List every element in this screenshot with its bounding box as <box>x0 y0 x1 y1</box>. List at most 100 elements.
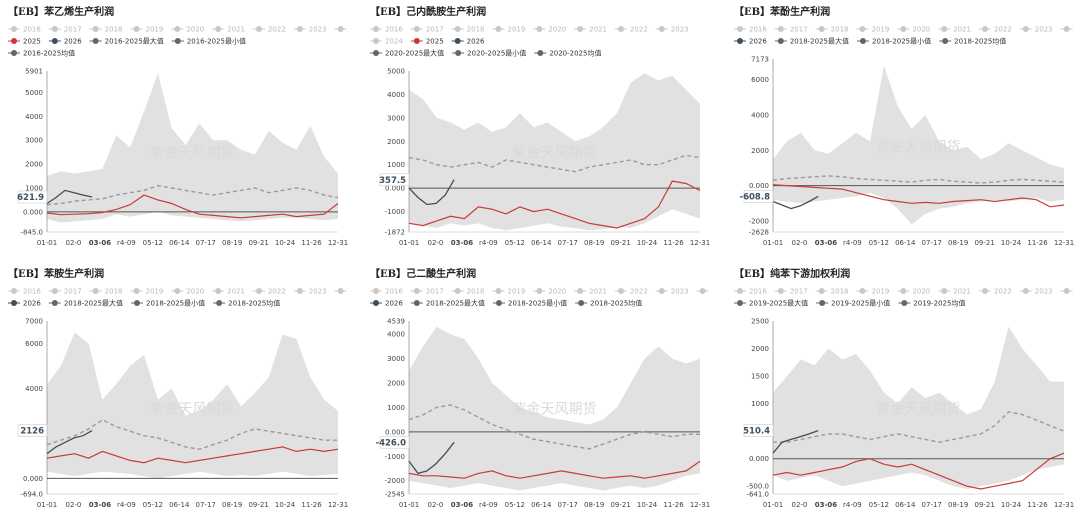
x-tick-label: 02-0 <box>428 501 444 509</box>
legend-label: 2016 <box>23 288 41 296</box>
legend-swatch-dot <box>658 288 665 294</box>
legend-swatch-dot <box>413 26 420 32</box>
y-tick-label: 4539 <box>387 318 405 326</box>
y-tick-label: 4000 <box>751 112 769 120</box>
last-value-label: 510.4 <box>743 427 770 437</box>
legend-label: 2020 <box>186 288 204 296</box>
legend-label: 2020 <box>548 26 566 34</box>
legend-label: 2020 <box>912 288 930 296</box>
x-tick-label: 01-01 <box>37 239 57 247</box>
legend-label: 2016 <box>385 288 403 296</box>
x-tick-label: 11-26 <box>301 501 322 509</box>
legend-label: 2020-2025最大值 <box>385 49 444 58</box>
y-tick-label: 2000 <box>25 161 43 169</box>
series-line-2026 <box>408 179 455 206</box>
x-tick-label: 08-19 <box>948 239 968 247</box>
x-tick-label: 11-26 <box>301 239 322 247</box>
x-tick-label: 12-31 <box>328 501 348 509</box>
legend-swatch-dot <box>658 26 665 32</box>
legend-label: 2022 <box>994 288 1012 296</box>
legend-swatch-dot <box>617 26 624 32</box>
legend-label: 2018 <box>105 288 123 296</box>
legend-label: 2026 <box>749 38 767 46</box>
legend-swatch-dot <box>174 26 181 32</box>
series-line-2026 <box>772 429 819 454</box>
legend-label: 2022 <box>630 288 648 296</box>
legend-swatch-dot <box>413 300 420 306</box>
series-line-2025 <box>772 184 1065 208</box>
y-tick-label: 7000 <box>25 318 43 326</box>
legend-label: 2017 <box>426 288 444 296</box>
legend-swatch-dot <box>11 26 17 32</box>
y-tick-label: 3000 <box>387 114 405 122</box>
legend-swatch-dot <box>495 288 502 294</box>
watermark: 紫金天风期货 <box>151 401 235 418</box>
watermark: 紫金天风期货 <box>877 401 961 418</box>
x-tick-label: 09-21 <box>610 501 630 509</box>
legend-label: 2016 <box>749 26 767 34</box>
legend-label: 2023 <box>671 26 689 34</box>
y-tick-label: 1000 <box>387 161 405 169</box>
y-tick-label: 2000 <box>387 380 405 388</box>
legend-swatch-dot <box>859 288 866 294</box>
x-tick-label: 07-17 <box>558 501 578 509</box>
chart-svg: 【EB】己内酰胺生产利润 2016 2017 2018 2019 2020 2021 2022… <box>370 5 710 247</box>
legend-swatch-dot <box>373 38 379 44</box>
legend-label: 2016-2025最大值 <box>105 37 164 46</box>
x-tick-label: 05-12 <box>869 239 889 247</box>
x-tick-label: 02-0 <box>792 239 808 247</box>
legend-swatch-dot <box>373 300 379 306</box>
chart-panel: 【EB】纯苯下游加权利润 2016 2017 2018 2019 2020 2021 2022… <box>730 264 1076 512</box>
y-tick-label: 2000 <box>751 147 769 155</box>
legend-swatch-dot <box>174 288 181 294</box>
y-tick-label: -2545 <box>385 491 405 499</box>
y-tick-label: 2500 <box>751 318 769 326</box>
chart-svg: 【EB】苯胺生产利润 2016 2017 2018 2019 2020 2021 2022 20… <box>8 267 350 509</box>
legend-label: 2022 <box>268 288 286 296</box>
legend-label: 2019 <box>871 26 889 34</box>
x-tick-label: 08-19 <box>222 501 242 509</box>
series-line-2025 <box>408 460 701 479</box>
x-tick-label: 11-26 <box>663 239 684 247</box>
legend-label: 2022 <box>630 26 648 34</box>
y-tick-label: -641.0 <box>746 491 769 499</box>
chart-svg: 【EB】己二酸生产利润 2016 2017 2018 2019 2020 2021 2022 2… <box>370 267 712 509</box>
legend-label: 2020-2025最小值 <box>467 49 526 58</box>
y-tick-label: 4000 <box>25 385 43 393</box>
x-tick-label: 08-19 <box>948 501 968 509</box>
legend-label: 2021 <box>227 288 245 296</box>
y-tick-label: 0.000 <box>23 208 43 216</box>
chart-title: 【EB】纯苯下游加权利润 <box>734 267 850 280</box>
legend-label: 2023 <box>309 288 327 296</box>
legend-label: 2018-2025最小值 <box>146 299 205 308</box>
legend-swatch-dot <box>51 300 58 306</box>
x-tick-label: 07-17 <box>196 239 216 247</box>
series-line-2025 <box>772 452 1065 490</box>
legend-swatch-dot <box>133 300 140 306</box>
x-tick-label: 11-26 <box>1027 501 1048 509</box>
legend-swatch-dot <box>215 26 222 32</box>
y-tick-label: -1000 <box>385 208 405 216</box>
legend-label: 2025 <box>23 38 41 46</box>
series-line-mean <box>408 404 700 450</box>
x-tick-label: 01-01 <box>763 501 783 509</box>
legend-label: 2019 <box>145 26 163 34</box>
x-tick-label: 10-24 <box>275 501 296 509</box>
legend-swatch-dot <box>216 300 223 306</box>
range-band <box>409 326 700 491</box>
x-tick-label: r4-09 <box>843 501 862 509</box>
legend-swatch-dot <box>11 300 17 306</box>
x-tick-label: 05-12 <box>143 239 163 247</box>
legend-swatch-dot <box>699 288 706 294</box>
x-tick-label: 07-17 <box>196 501 216 509</box>
legend-swatch-dot <box>337 288 344 294</box>
legend-swatch-dot <box>900 288 907 294</box>
y-tick-label: 2000 <box>751 345 769 353</box>
legend-swatch-dot <box>296 26 303 32</box>
x-tick-label: 08-19 <box>584 239 604 247</box>
legend-swatch-dot <box>941 288 948 294</box>
legend-swatch-dot <box>174 38 181 44</box>
legend-label: 2017 <box>790 26 808 34</box>
series-line-2025 <box>408 180 701 229</box>
x-tick-label: 05-12 <box>143 501 163 509</box>
